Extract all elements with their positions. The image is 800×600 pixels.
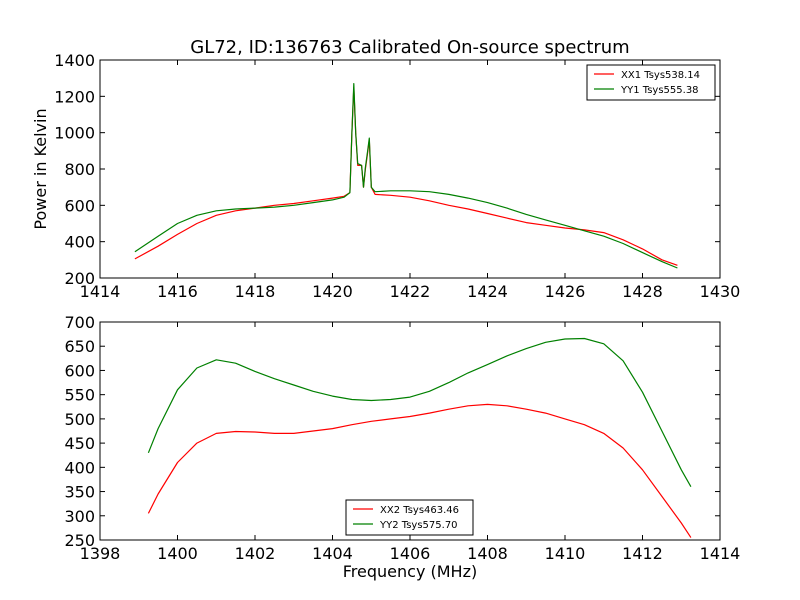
y-tick-label: 200 (64, 269, 95, 288)
x-tick-label: 1398 (80, 544, 121, 563)
legend-label: XX1 Tsys538.14 (621, 70, 700, 81)
x-tick-label: 1406 (390, 544, 431, 563)
y-tick-label: 1000 (54, 124, 95, 143)
y-tick-label: 300 (64, 507, 95, 526)
x-tick-label: 1400 (157, 544, 198, 563)
x-tick-label: 1402 (235, 544, 276, 563)
legend-box (345, 499, 474, 536)
y-tick-label: 800 (64, 160, 95, 179)
y-tick-label: 250 (64, 531, 95, 550)
legend-label: YY2 Tsys575.70 (379, 520, 458, 531)
series-line-2-1 (147, 403, 692, 538)
top-plot-panel: 1414 1416 1418 1420 1422 1424 1426 1428 1430 200 4… (54, 51, 740, 301)
y-tick-label: 550 (64, 386, 95, 405)
x-tick-label: 1424 (467, 282, 508, 301)
x-tick-label: 1404 (312, 544, 353, 563)
x-tick-label: 1418 (235, 282, 276, 301)
y-tick-label: 700 (64, 313, 95, 332)
x-tick-label: 1426 (545, 282, 586, 301)
x-tick-label: 1430 (700, 282, 741, 301)
legend-label: YY1 Tsys555.38 (620, 85, 699, 96)
bottom-plot-panel: 1398 1400 1402 1404 1406 1408 1410 1412 1414 250 3… (64, 313, 740, 563)
series-line-1-2 (134, 83, 678, 269)
y-tick-label: 500 (64, 410, 95, 429)
y-tick-label: 600 (64, 196, 95, 215)
y-tick-label: 1200 (54, 87, 95, 106)
legend: XX2 Tsys463.46 YY2 Tsys575.70 (345, 499, 474, 536)
chart-title: GL72, ID:136763 Calibrated On-source spe… (190, 37, 629, 58)
x-axis-label: Frequency (MHz) (343, 562, 477, 581)
y-tick-label: 350 (64, 483, 95, 502)
x-tick-label: 1428 (622, 282, 663, 301)
x-tick-label: 1420 (312, 282, 353, 301)
x-tick-label: 1414 (80, 282, 121, 301)
legend-label: XX2 Tsys463.46 (380, 505, 459, 516)
y-tick-label: 600 (64, 361, 95, 380)
y-tick-label: 450 (64, 434, 95, 453)
y-tick-label: 400 (64, 458, 95, 477)
x-tick-label: 1422 (390, 282, 431, 301)
x-tick-label: 1412 (622, 544, 663, 563)
series-line-2-2 (147, 337, 692, 487)
x-tick-label: 1414 (700, 544, 741, 563)
y-axis-label-top: Power in Kelvin (31, 108, 50, 229)
x-tick-label: 1416 (157, 282, 198, 301)
legend-box (586, 64, 716, 101)
y-tick-label: 400 (64, 233, 95, 252)
y-tick-label: 650 (64, 337, 95, 356)
y-tick-label: 1400 (54, 51, 95, 70)
legend: XX1 Tsys538.14 YY1 Tsys555.38 (586, 64, 716, 101)
x-tick-label: 1408 (467, 544, 508, 563)
x-tick-label: 1410 (545, 544, 586, 563)
